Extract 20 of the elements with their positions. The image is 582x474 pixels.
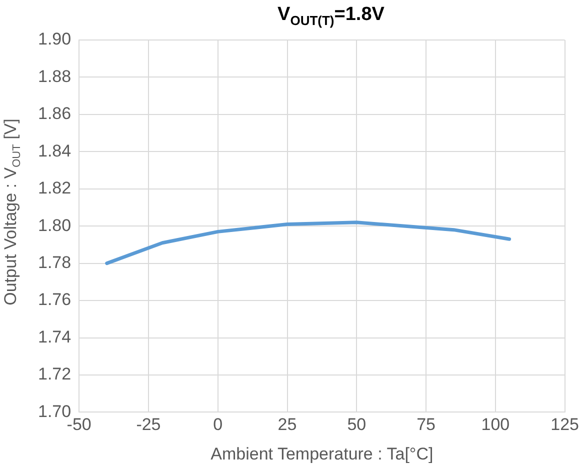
chart-title: V$_{OUT(T)}$=1.8V	[276, 4, 386, 28]
x-tick-label: 125	[550, 415, 580, 434]
y-tick-label: 1.82	[38, 178, 72, 198]
x-tick-label: 100	[481, 415, 510, 434]
y-tick-label: 1.86	[38, 104, 72, 124]
x-tick-label: 25	[278, 415, 297, 434]
y-tick-label: 1.90	[38, 30, 72, 49]
x-tick-label: 0	[213, 415, 223, 434]
y-tick-label: 1.70	[38, 402, 72, 421]
y-tick-label: 1.76	[38, 290, 72, 310]
x-tick-label: 50	[347, 415, 366, 434]
y-tick-label: 1.74	[38, 327, 72, 346]
y-tick-label: 1.72	[38, 364, 72, 384]
y-tick-label: 1.80	[38, 216, 72, 235]
x-tick-label: -25	[136, 415, 161, 434]
y-tick-label: 1.88	[38, 66, 72, 86]
x-tick-label: 75	[416, 415, 436, 434]
y-tick-label: 1.78	[38, 253, 72, 272]
x-axis-title: Ambient Temperature : Ta[°C]	[210, 444, 434, 464]
y-tick-label: 1.84	[38, 141, 72, 160]
